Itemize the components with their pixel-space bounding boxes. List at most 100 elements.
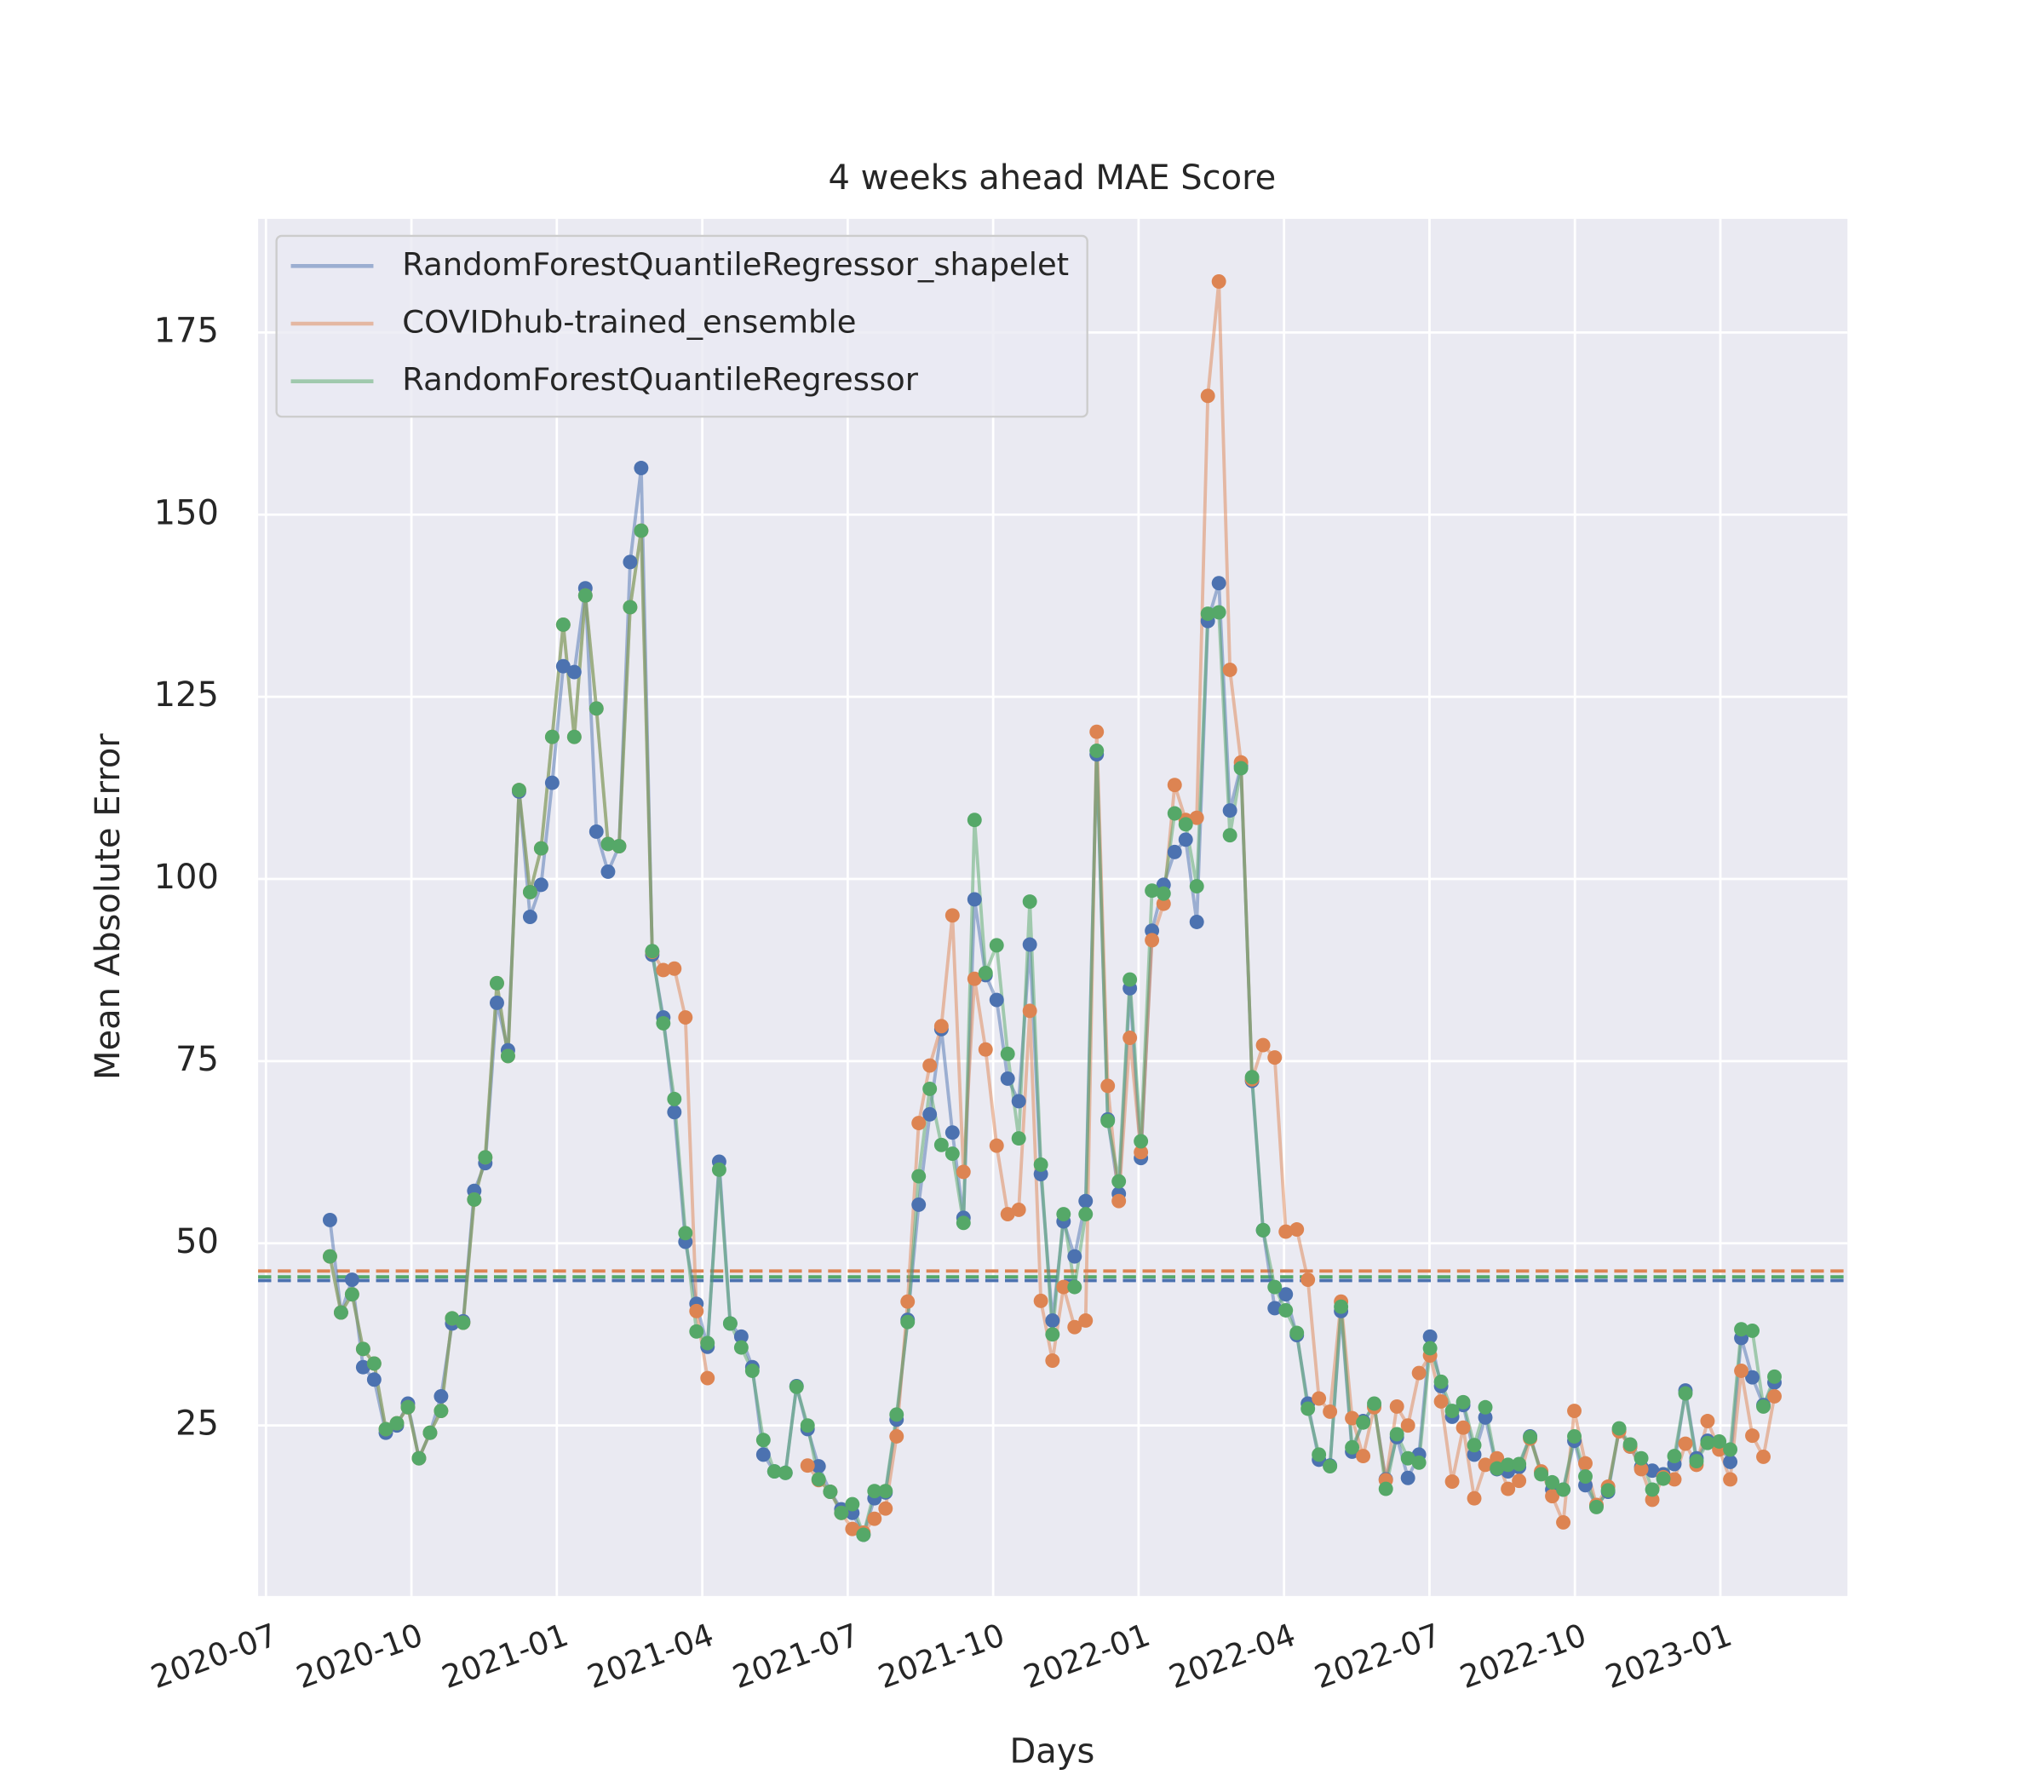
data-point (1122, 972, 1138, 987)
data-point (1411, 1455, 1427, 1470)
data-point (1056, 1279, 1071, 1295)
data-point (1300, 1401, 1316, 1416)
data-point (1267, 1279, 1283, 1295)
data-point (1745, 1428, 1760, 1444)
data-point (1089, 724, 1105, 739)
data-point (566, 729, 582, 744)
data-point (1767, 1369, 1782, 1384)
y-tick-label: 100 (154, 858, 219, 897)
x-tick-label: 2021-01 (437, 1617, 573, 1696)
x-tick-label: 2021-10 (874, 1617, 1010, 1696)
x-tick-label: 2022-07 (1310, 1617, 1446, 1696)
data-point (911, 1116, 927, 1131)
data-point (967, 813, 982, 828)
data-point (366, 1356, 382, 1371)
data-point (344, 1287, 359, 1302)
data-point (733, 1329, 749, 1344)
data-point (1067, 1279, 1082, 1295)
data-point (1145, 883, 1160, 899)
data-point (600, 864, 616, 879)
data-point (366, 1372, 382, 1387)
data-point (1444, 1474, 1460, 1489)
data-point (989, 938, 1004, 953)
data-point (1622, 1437, 1638, 1452)
data-point (1134, 1145, 1149, 1160)
data-point (1189, 810, 1204, 825)
data-point (1645, 1482, 1660, 1497)
data-point (878, 1501, 893, 1516)
data-point (967, 892, 982, 907)
data-point (555, 658, 571, 674)
data-point (1478, 1457, 1493, 1473)
data-point (1045, 1313, 1060, 1328)
data-point (1400, 1450, 1415, 1466)
data-point (1645, 1463, 1660, 1479)
data-point (1100, 1113, 1116, 1129)
data-point (1723, 1472, 1738, 1487)
data-point (911, 1197, 927, 1212)
data-point (889, 1407, 904, 1422)
data-point (1189, 879, 1204, 894)
data-point (755, 1433, 771, 1448)
y-tick-label: 75 (175, 1040, 219, 1079)
data-point (1589, 1500, 1604, 1514)
data-point (1156, 886, 1171, 901)
data-point (1712, 1434, 1727, 1449)
data-point (856, 1527, 871, 1542)
data-point (1167, 844, 1182, 859)
data-point (378, 1422, 393, 1437)
data-point (1378, 1481, 1393, 1496)
data-point (1011, 1094, 1026, 1109)
data-point (1167, 778, 1182, 793)
data-point (1400, 1418, 1415, 1433)
data-point (445, 1311, 460, 1326)
y-tick-label: 150 (154, 493, 219, 532)
data-point (1734, 1364, 1749, 1378)
data-point (667, 961, 682, 976)
data-point (589, 824, 604, 839)
data-point (1334, 1299, 1349, 1314)
legend-box (275, 234, 1088, 418)
data-point (1578, 1456, 1593, 1471)
data-point (834, 1505, 849, 1520)
data-point (1289, 1325, 1305, 1341)
data-point (1545, 1489, 1560, 1504)
data-point (967, 971, 982, 986)
data-point (478, 1150, 493, 1165)
data-point (1200, 606, 1215, 622)
data-point (533, 841, 548, 856)
data-point (1523, 1429, 1538, 1445)
data-point (811, 1459, 826, 1474)
data-point (1678, 1436, 1693, 1451)
data-point (1200, 388, 1215, 404)
data-point (467, 1192, 482, 1207)
data-point (933, 1019, 949, 1034)
data-point (533, 877, 548, 893)
data-point (600, 836, 616, 852)
data-point (1512, 1456, 1527, 1472)
data-point (867, 1484, 882, 1499)
legend-label: RandomForestQuantileRegressor (402, 361, 918, 398)
data-point (1556, 1482, 1571, 1497)
data-point (1633, 1450, 1649, 1466)
data-point (900, 1314, 916, 1330)
data-point (1178, 817, 1193, 832)
data-point (1267, 1050, 1283, 1065)
data-point (878, 1484, 893, 1499)
data-point (867, 1511, 882, 1526)
y-tick-label: 50 (175, 1222, 219, 1261)
data-point (634, 523, 649, 538)
data-point (1244, 1070, 1260, 1085)
data-point (1433, 1393, 1449, 1409)
data-point (1478, 1399, 1493, 1415)
data-point (1022, 937, 1037, 952)
data-point (1490, 1461, 1505, 1476)
data-point (1178, 832, 1193, 847)
chart-title: 4 weeks ahead MAE Score (828, 158, 1276, 198)
x-tick-label: 2020-07 (146, 1617, 283, 1696)
data-point (1211, 576, 1226, 591)
data-point (389, 1416, 405, 1431)
data-point (611, 839, 627, 853)
data-point (1045, 1327, 1060, 1342)
data-point (1078, 1207, 1094, 1222)
